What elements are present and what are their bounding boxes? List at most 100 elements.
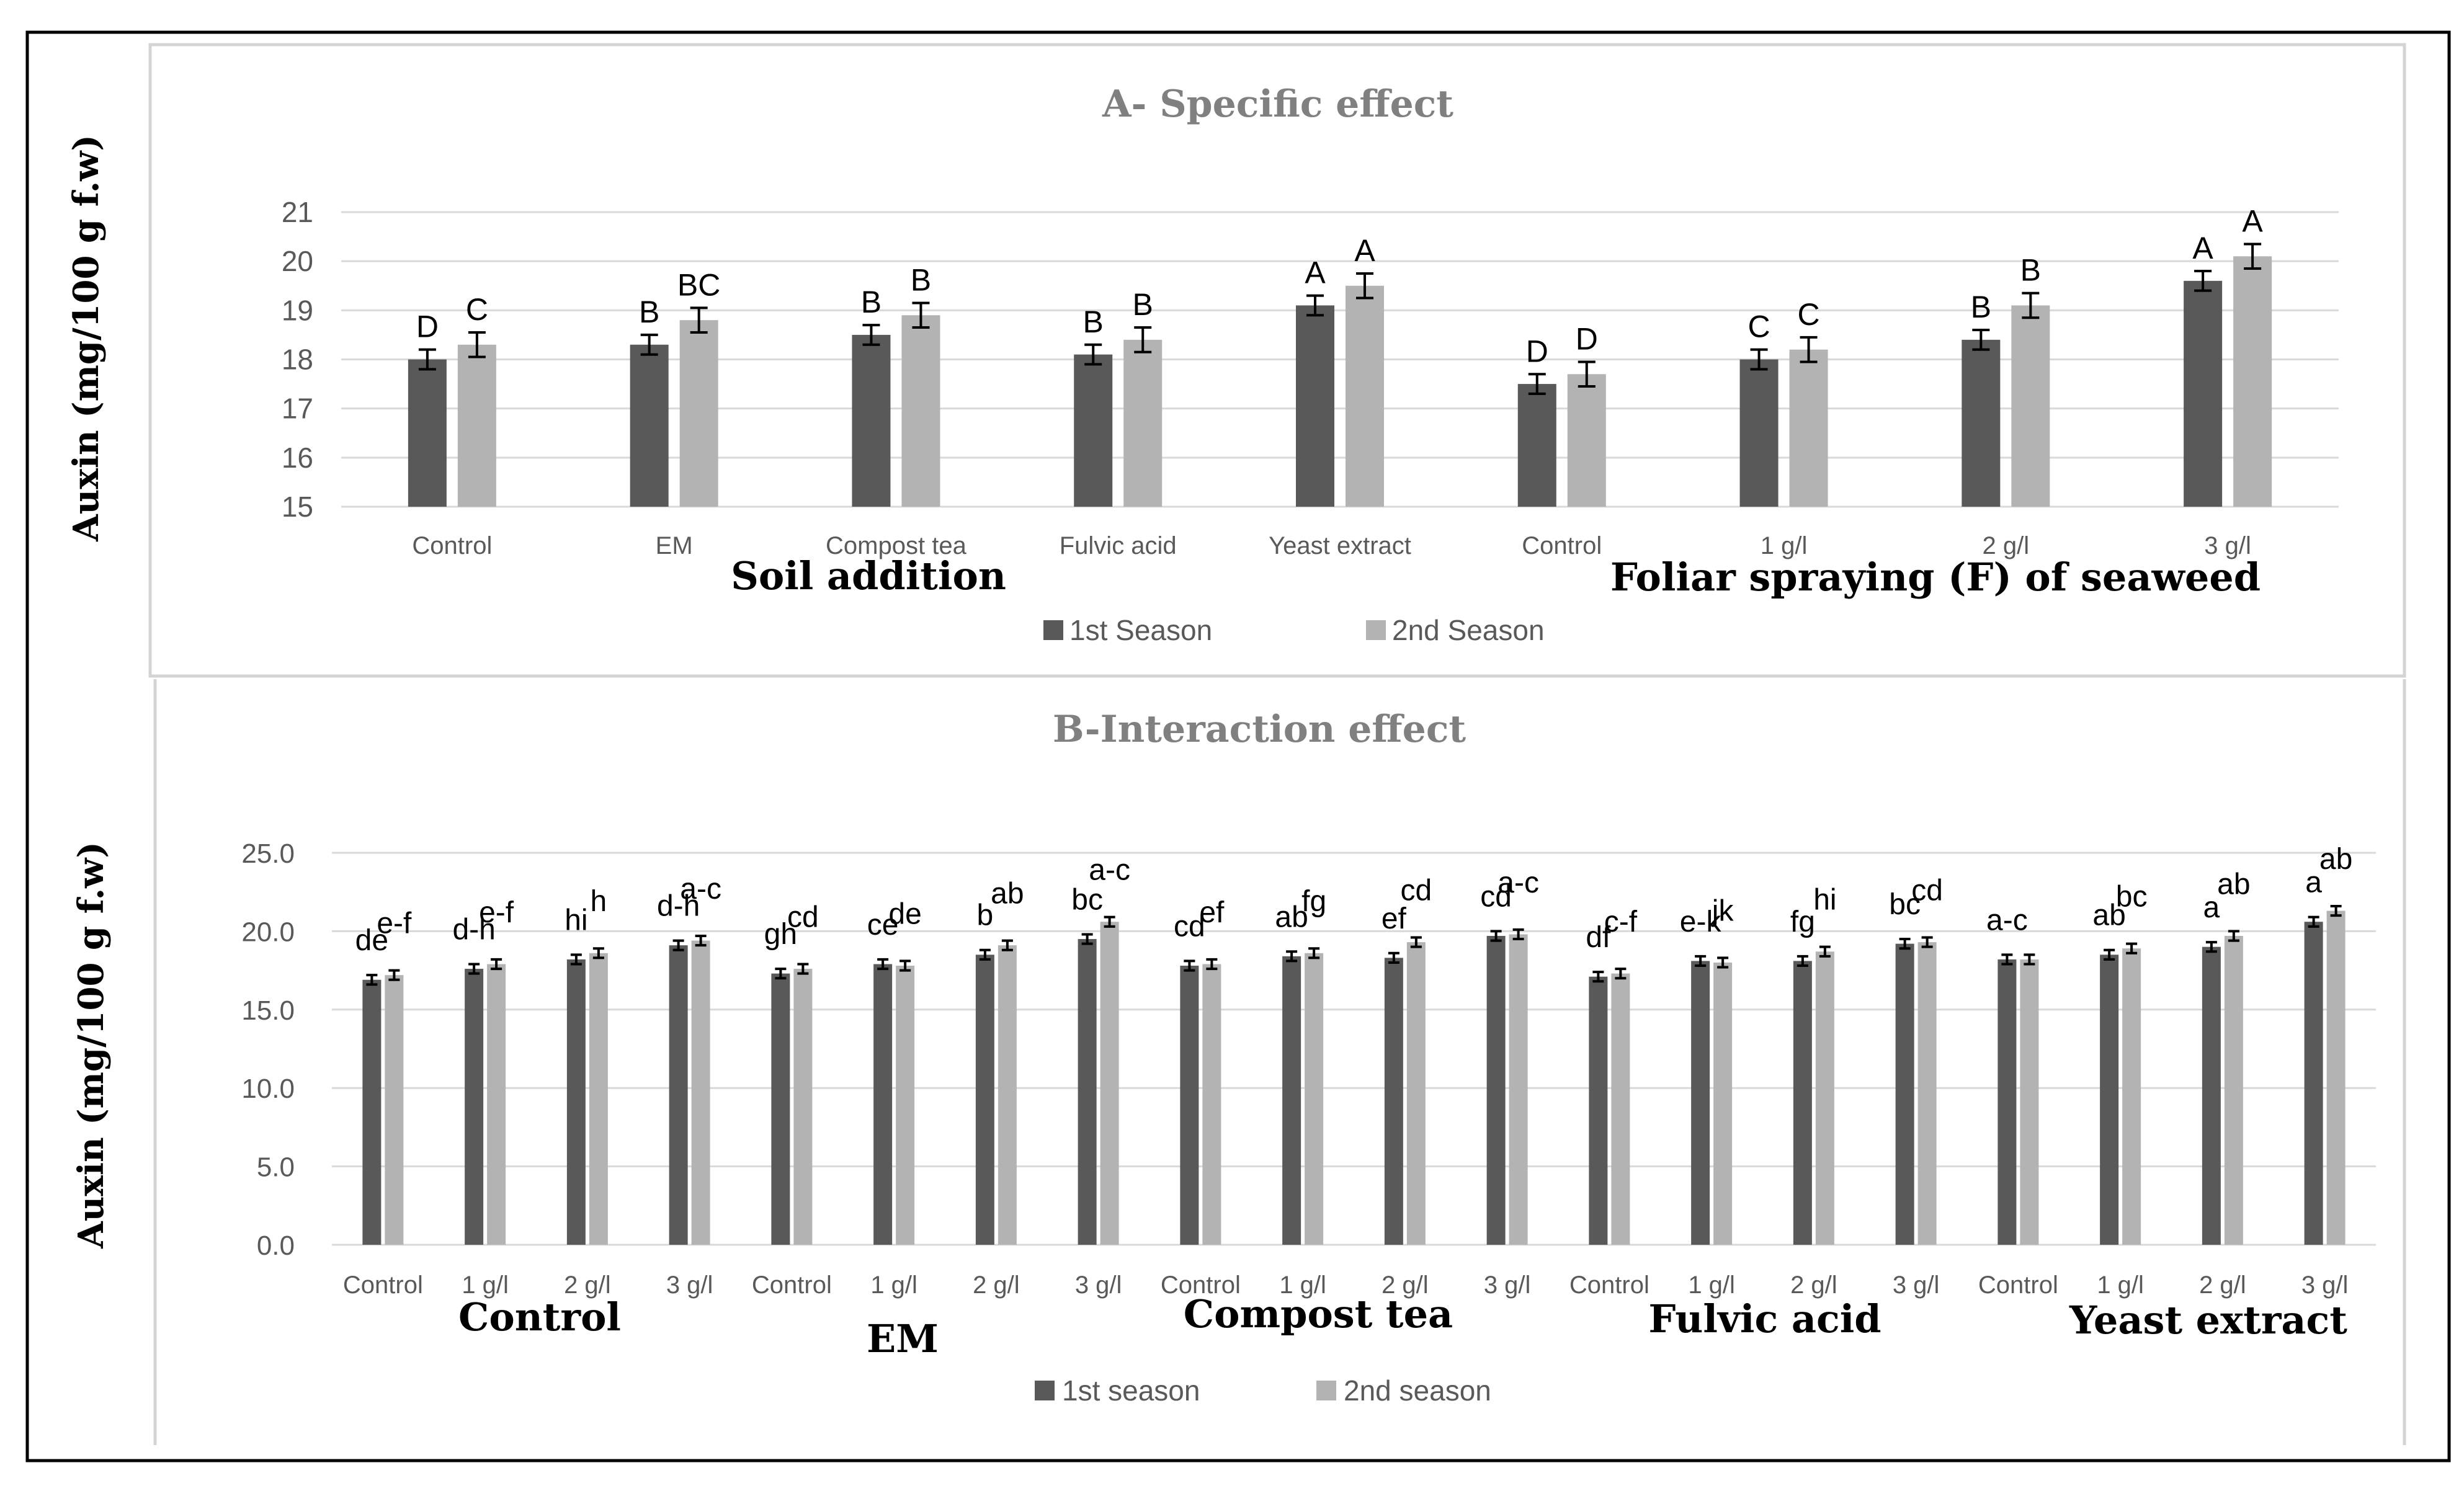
- significance-letter: a: [2305, 866, 2322, 899]
- chart-b-group-compost-tea: Compost tea: [1184, 1291, 1453, 1337]
- category-label: 2 g/l: [2199, 1271, 2246, 1299]
- significance-letter: C: [466, 292, 488, 327]
- bar: [457, 344, 496, 507]
- category-label: 1 g/l: [2097, 1271, 2144, 1299]
- significance-letter: B: [1971, 290, 1991, 324]
- chart-b-group-control: Control: [458, 1294, 621, 1340]
- significance-letter: B: [639, 295, 659, 329]
- chart-b-ylabel: Auxin (mg/100 g f.w): [71, 842, 112, 1249]
- category-label: 2 g/l: [1382, 1271, 1429, 1299]
- significance-letter: B: [2020, 253, 2041, 288]
- significance-letter: bc: [2116, 881, 2148, 914]
- significance-letter: ab: [991, 878, 1024, 910]
- bar: [1739, 359, 1779, 507]
- bar: [901, 315, 940, 507]
- category-label: Fulvic acid: [1060, 532, 1177, 559]
- bar: [1998, 959, 2017, 1245]
- chart-b-category-labels: Control 1 g/l 2 g/l 3 g/l Control 1 g/l 2 g/l 3…: [343, 1271, 2349, 1299]
- category-label: 3 g/l: [2204, 532, 2251, 559]
- bar: [679, 320, 718, 507]
- bar: [1074, 354, 1113, 507]
- bar: [2100, 955, 2119, 1245]
- significance-letter: bc: [1889, 888, 1921, 921]
- bar: [1384, 958, 1403, 1245]
- significance-letter: ab: [2217, 868, 2250, 901]
- significance-letter: ef: [1199, 896, 1225, 929]
- category-label: 1 g/l: [1279, 1271, 1326, 1299]
- significance-letter: hi: [565, 904, 587, 937]
- y-tick-label: 0.0: [257, 1231, 295, 1261]
- chart-a-title: A- Specific effect: [1102, 82, 1453, 126]
- chart-b-gridlines: [332, 852, 2376, 1246]
- category-label: Compost tea: [826, 532, 967, 559]
- significance-letter: ab: [1275, 901, 1308, 933]
- bar: [566, 959, 586, 1245]
- significance-letter: cd: [1174, 910, 1205, 943]
- significance-letter: ce: [867, 909, 899, 941]
- significance-letter: ab: [2092, 899, 2125, 932]
- legend-b-swatch-1st: [1035, 1381, 1055, 1400]
- bar: [2122, 948, 2141, 1245]
- bar: [1282, 956, 1301, 1245]
- significance-letter: BC: [677, 267, 720, 302]
- significance-letter: a-c: [1986, 904, 2028, 937]
- bar: [2020, 959, 2039, 1245]
- significance-letter: A: [2242, 203, 2263, 238]
- bar: [1296, 305, 1334, 507]
- category-label: Control: [1569, 1271, 1649, 1299]
- outer-frame: [25, 30, 2451, 1462]
- category-label: 1 g/l: [870, 1271, 917, 1299]
- significance-letter: e-k: [1680, 906, 1722, 938]
- significance-letter: C: [1748, 309, 1770, 344]
- chart-a-y-ticks: 15 16 17 18 19 20 21: [282, 196, 313, 523]
- bar: [589, 953, 608, 1245]
- significance-letter: b: [977, 899, 994, 932]
- legend-b-swatch-2nd: [1316, 1381, 1336, 1400]
- bar: [1486, 935, 1506, 1245]
- bar: [2224, 935, 2243, 1245]
- significance-letter: A: [2192, 231, 2213, 265]
- legend-a-label-1st: 1st Season: [1069, 614, 1212, 646]
- bar: [385, 975, 404, 1245]
- significance-letter: a-c: [1498, 866, 1539, 899]
- bar: [1917, 942, 1937, 1245]
- bar: [2233, 256, 2272, 507]
- significance-letter: gh: [764, 918, 797, 951]
- chart-a-group-soil-addition: Soil addition: [731, 553, 1006, 599]
- chart-a-category-labels: Control EM Compost tea Fulvic acid Yeast ext…: [412, 532, 2251, 559]
- y-tick-label: 15: [282, 491, 313, 523]
- bar: [1180, 966, 1199, 1245]
- significance-letter: df: [1586, 921, 1611, 954]
- significance-letter: e-f: [377, 907, 412, 940]
- bar: [998, 945, 1017, 1245]
- significance-letter: a: [2203, 891, 2220, 924]
- category-label: 3 g/l: [1075, 1271, 1122, 1299]
- bar: [771, 973, 790, 1245]
- chart-b-legend: 1st season 2nd season: [1035, 1374, 1491, 1407]
- legend-a-swatch-1st: [1043, 620, 1063, 640]
- category-label: 2 g/l: [973, 1271, 1020, 1299]
- category-label: Control: [1161, 1271, 1241, 1299]
- bar: [2202, 946, 2221, 1245]
- bar: [1305, 953, 1324, 1245]
- bar: [1509, 934, 1528, 1245]
- significance-letter: cd: [1401, 875, 1432, 907]
- bar: [1123, 339, 1163, 507]
- category-label: 3 g/l: [666, 1271, 713, 1299]
- bar: [896, 966, 915, 1245]
- category-label: 2 g/l: [1983, 532, 2030, 559]
- significance-letter: D: [1526, 334, 1548, 368]
- chart-a-gridlines: [341, 211, 2339, 508]
- significance-letter: cd: [1480, 880, 1512, 913]
- y-tick-label: 25.0: [241, 839, 295, 869]
- chart-a-legend: 1st Season 2nd Season: [1043, 614, 1545, 646]
- bar: [2326, 910, 2346, 1245]
- bar: [487, 964, 506, 1245]
- significance-letter: de: [355, 924, 388, 957]
- bar: [1100, 922, 1119, 1245]
- significance-letter: bc: [1071, 883, 1103, 916]
- category-label: Control: [752, 1271, 832, 1299]
- significance-letter: de: [888, 897, 921, 930]
